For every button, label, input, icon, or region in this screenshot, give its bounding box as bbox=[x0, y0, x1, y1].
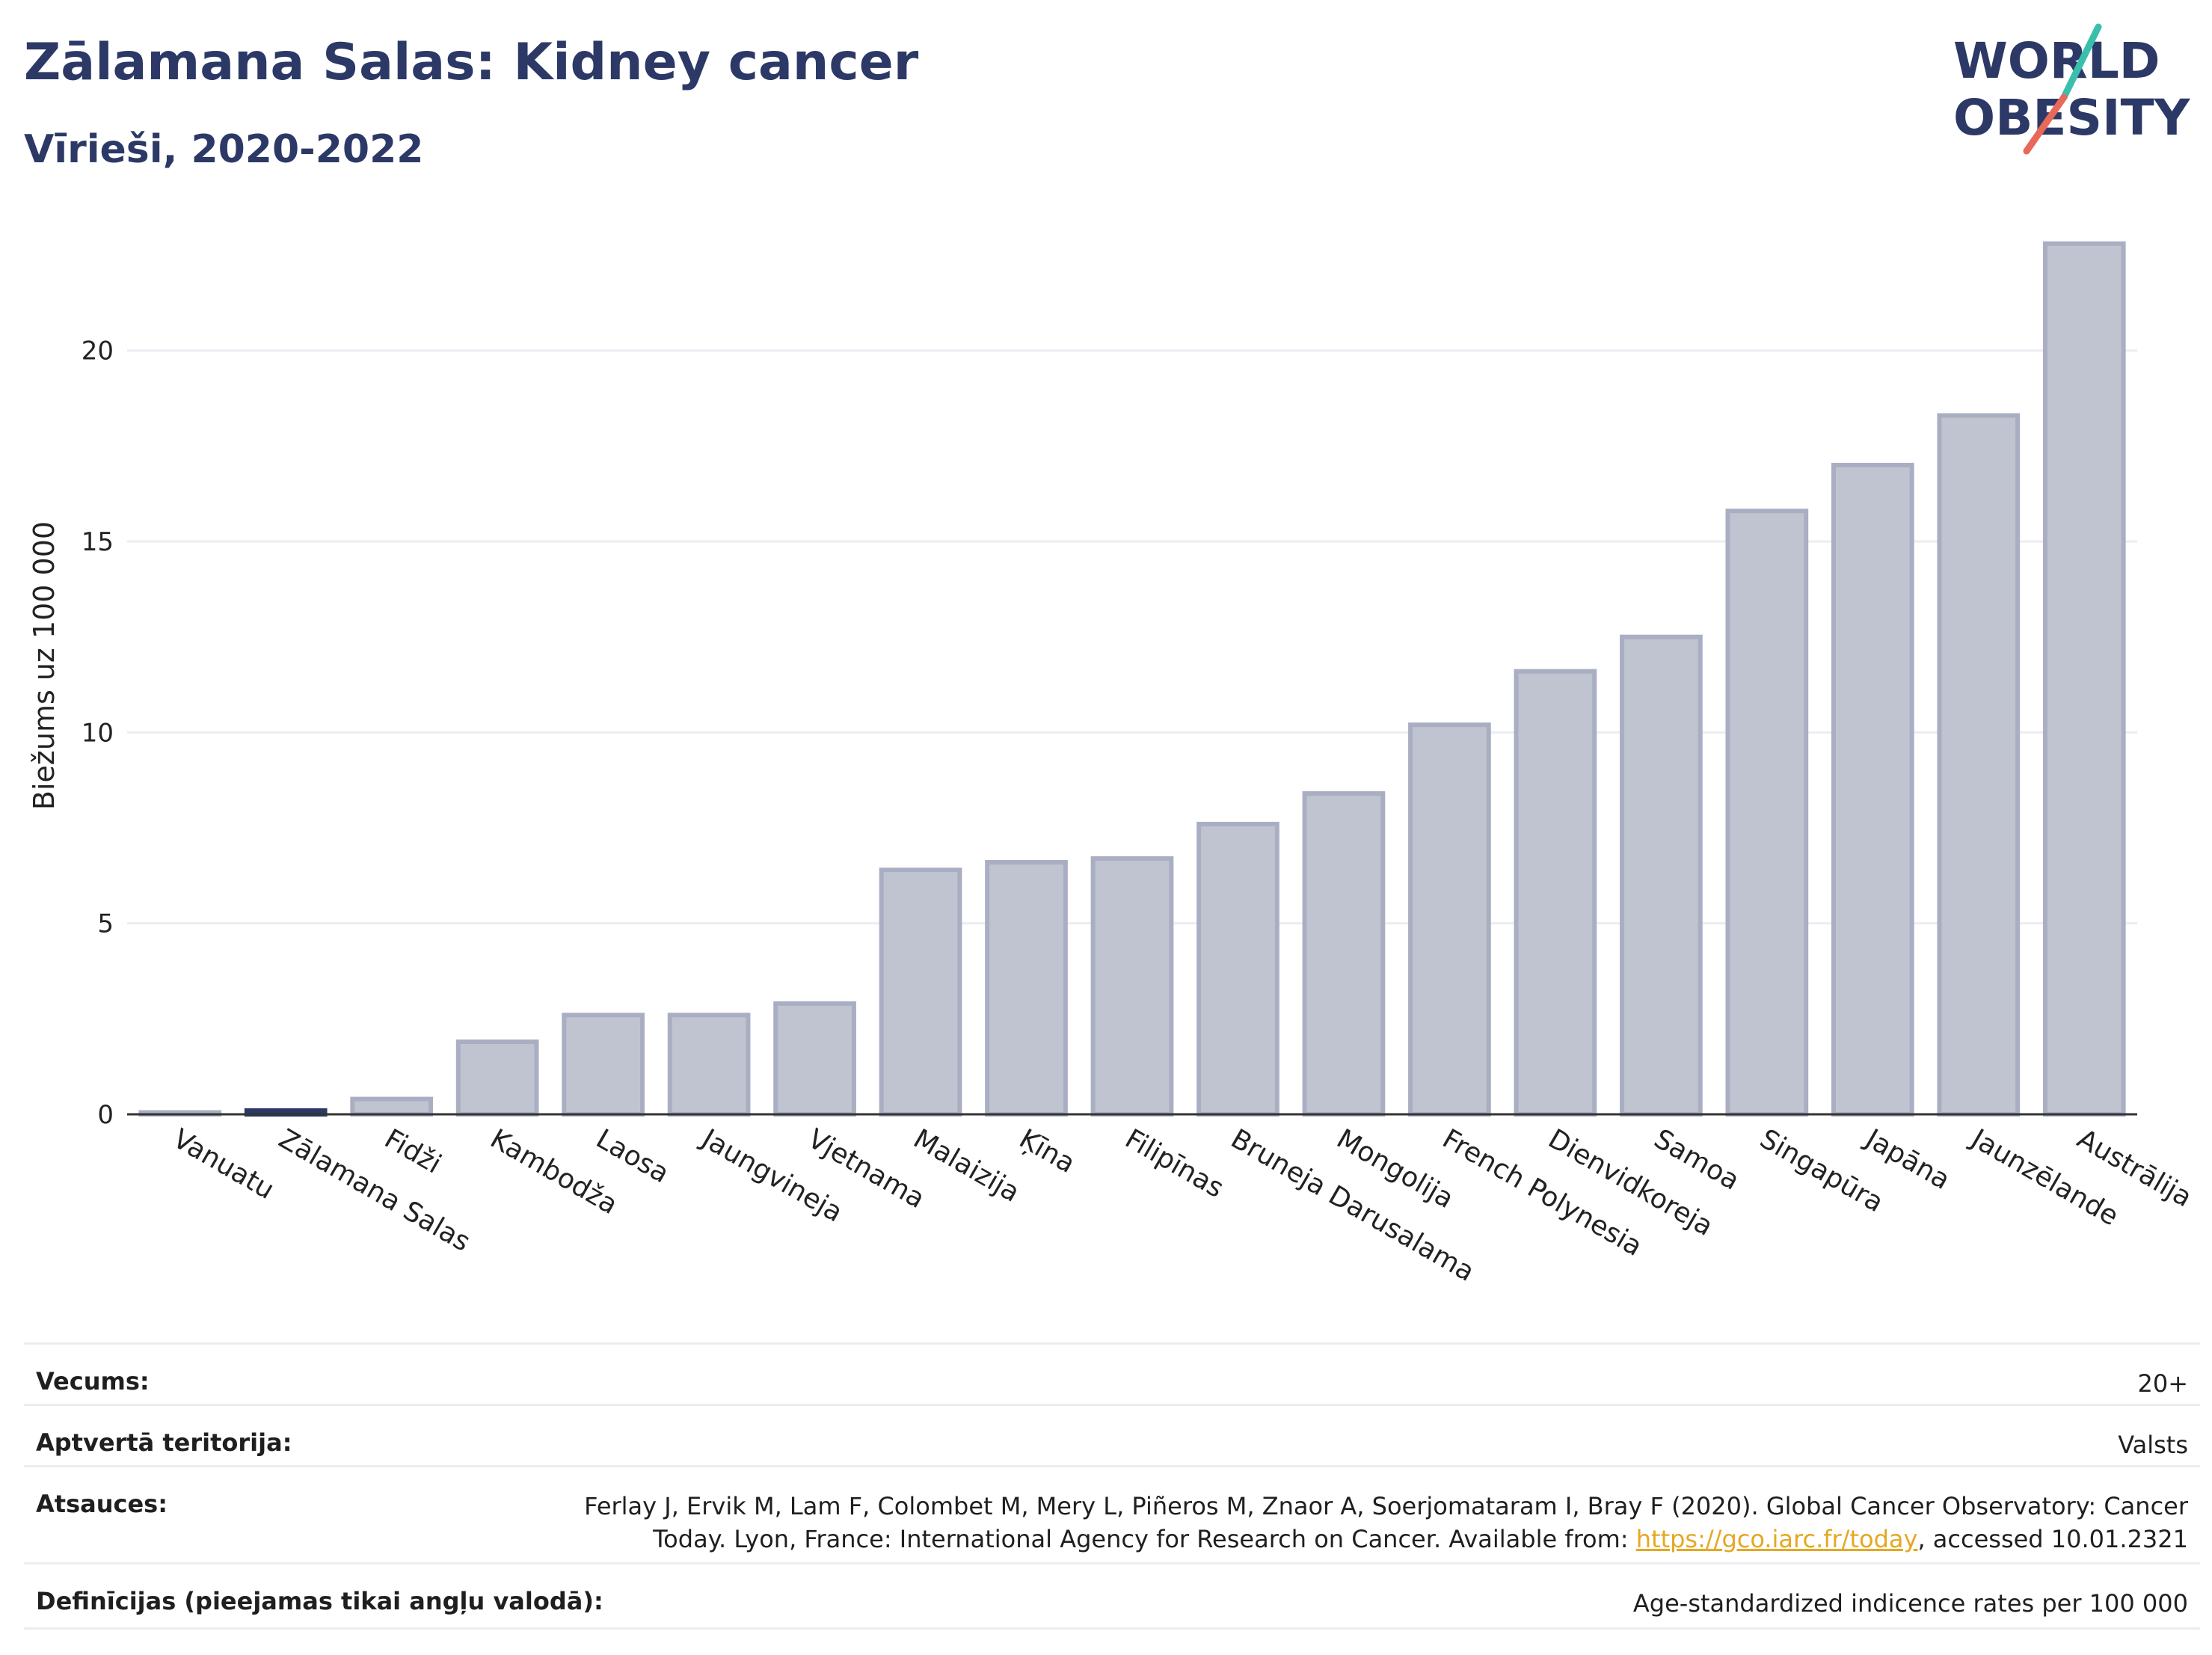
x-tick-label: Zālamana Salas bbox=[274, 1123, 476, 1257]
logo-text-obesity: OBESITY bbox=[1953, 89, 2191, 147]
definitions-value: Age-standardized indicence rates per 100… bbox=[1632, 1589, 2188, 1618]
age-value: 20+ bbox=[2137, 1369, 2188, 1398]
coverage-label: Aptvertā teritorija: bbox=[36, 1428, 292, 1457]
metadata-table: Vecums: 20+ Aptvertā teritorija: Valsts … bbox=[24, 1342, 2200, 1630]
age-label: Vecums: bbox=[36, 1367, 150, 1395]
references-value: Ferlay J, Ervik M, Lam F, Colombet M, Me… bbox=[584, 1490, 2188, 1556]
x-tick-label: Ķīna bbox=[1014, 1123, 1080, 1179]
logo-slash-red bbox=[2023, 93, 2068, 155]
bar bbox=[1514, 669, 1597, 1117]
x-tick-label: French Polynesia bbox=[1437, 1123, 1647, 1262]
bar bbox=[985, 859, 1068, 1117]
bar bbox=[667, 1013, 751, 1117]
bar-chart: 0 5 10 15 20 Biežums uz 100 000 VanuatuZālaman… bbox=[28, 241, 2197, 1288]
references-line2-post: , accessed 10.01.2321 bbox=[1917, 1525, 2188, 1553]
bar bbox=[1620, 634, 1703, 1117]
logo-slash-teal bbox=[2060, 23, 2102, 101]
meta-row-age: Vecums: 20+ bbox=[24, 1342, 2200, 1404]
bar bbox=[562, 1013, 645, 1117]
coverage-value: Valsts bbox=[2118, 1431, 2188, 1459]
meta-row-references: Atsauces: Ferlay J, Ervik M, Lam F, Colo… bbox=[24, 1465, 2200, 1562]
bar bbox=[773, 1001, 856, 1117]
references-line2-pre: Today. Lyon, France: International Agenc… bbox=[653, 1525, 1636, 1553]
y-tick-label: 5 bbox=[97, 909, 114, 939]
bar bbox=[1725, 509, 1809, 1117]
bar bbox=[1196, 821, 1279, 1117]
page-title: Zālamana Salas: Kidney cancer bbox=[24, 33, 919, 92]
bar bbox=[2042, 241, 2126, 1117]
x-tick-label: Laosa bbox=[591, 1123, 674, 1189]
logo-text-world: WORLD bbox=[1953, 32, 2160, 90]
references-line1: Ferlay J, Ervik M, Lam F, Colombet M, Me… bbox=[584, 1492, 2188, 1520]
page-subtitle: Vīrieši, 2020-2022 bbox=[24, 127, 424, 172]
bar bbox=[350, 1096, 434, 1117]
x-tick-label: Vanuatu bbox=[168, 1123, 279, 1206]
y-tick-label: 15 bbox=[82, 527, 114, 557]
bar bbox=[1302, 791, 1386, 1117]
y-tick-label: 0 bbox=[97, 1100, 114, 1130]
y-tick-label: 20 bbox=[82, 337, 114, 366]
y-tick-label: 10 bbox=[82, 718, 114, 748]
definitions-label: Definīcijas (pieejamas tikai angļu valod… bbox=[36, 1587, 603, 1615]
x-tick-label: Filipīnas bbox=[1120, 1123, 1229, 1204]
meta-row-definitions: Definīcijas (pieejamas tikai angļu valod… bbox=[24, 1562, 2200, 1630]
meta-row-coverage: Aptvertā teritorija: Valsts bbox=[24, 1404, 2200, 1465]
bar bbox=[1408, 722, 1491, 1117]
references-link[interactable]: https://gco.iarc.fr/today bbox=[1635, 1525, 1918, 1553]
x-tick-label: Malaizija bbox=[909, 1123, 1025, 1209]
bar bbox=[1090, 856, 1174, 1117]
world-obesity-logo: WORLD OBESITY bbox=[1953, 23, 2191, 155]
references-label: Atsauces: bbox=[36, 1490, 168, 1518]
bar bbox=[1937, 413, 2021, 1117]
x-tick-label: Fidži bbox=[379, 1123, 446, 1179]
bar bbox=[879, 868, 962, 1117]
bar bbox=[455, 1039, 539, 1117]
y-axis-label: Biežums uz 100 000 bbox=[28, 521, 61, 810]
bar bbox=[1831, 462, 1914, 1117]
